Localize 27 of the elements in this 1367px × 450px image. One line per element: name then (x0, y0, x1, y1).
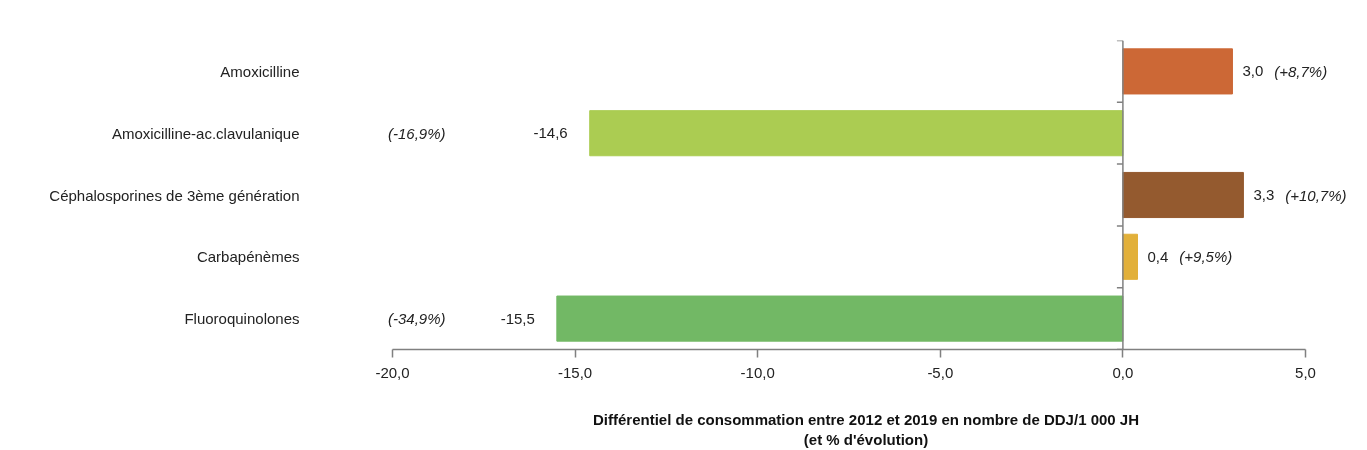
bar (1122, 171, 1244, 219)
bar (1122, 233, 1139, 280)
bar (1122, 48, 1233, 95)
annotation: (-34,9%) (387, 310, 446, 328)
x-tick-label: 0,0 (1112, 363, 1134, 381)
data-label: 3,3 (1253, 186, 1275, 203)
y-tick-label: Amoxicilline-ac.clavulanique (111, 124, 300, 142)
annotation: (+9,5%) (1179, 248, 1233, 266)
annotation: (+10,7%) (1285, 186, 1347, 204)
x-tick-label: -15,0 (558, 363, 593, 381)
x-tick-label: -20,0 (375, 363, 410, 381)
x-tick-label: -5,0 (927, 363, 954, 381)
x-tick-label: -10,0 (740, 363, 775, 381)
data-label: 3,0 (1242, 62, 1264, 80)
y-tick-label: Amoxicilline (220, 62, 300, 80)
x-tick-label: 5,0 (1295, 363, 1316, 381)
y-tick-label: Fluoroquinolones (184, 310, 300, 328)
data-label: 0,4 (1147, 247, 1169, 265)
bar (589, 110, 1124, 157)
y-tick-label: Céphalosporines de 3ème génération (49, 186, 300, 204)
annotation: (-16,9%) (387, 124, 446, 142)
bar (556, 295, 1124, 342)
y-tick-label: Carbapénèmes (196, 248, 300, 266)
data-label: -14,6 (533, 124, 568, 142)
x-axis-title: Différentiel de consommation entre 2012 et 2019 en nombre de DDJ/1 000 JH (et % d'évolution) (592, 410, 1140, 448)
annotation: (+8,7%) (1274, 62, 1328, 80)
data-label: -15,5 (500, 309, 535, 327)
